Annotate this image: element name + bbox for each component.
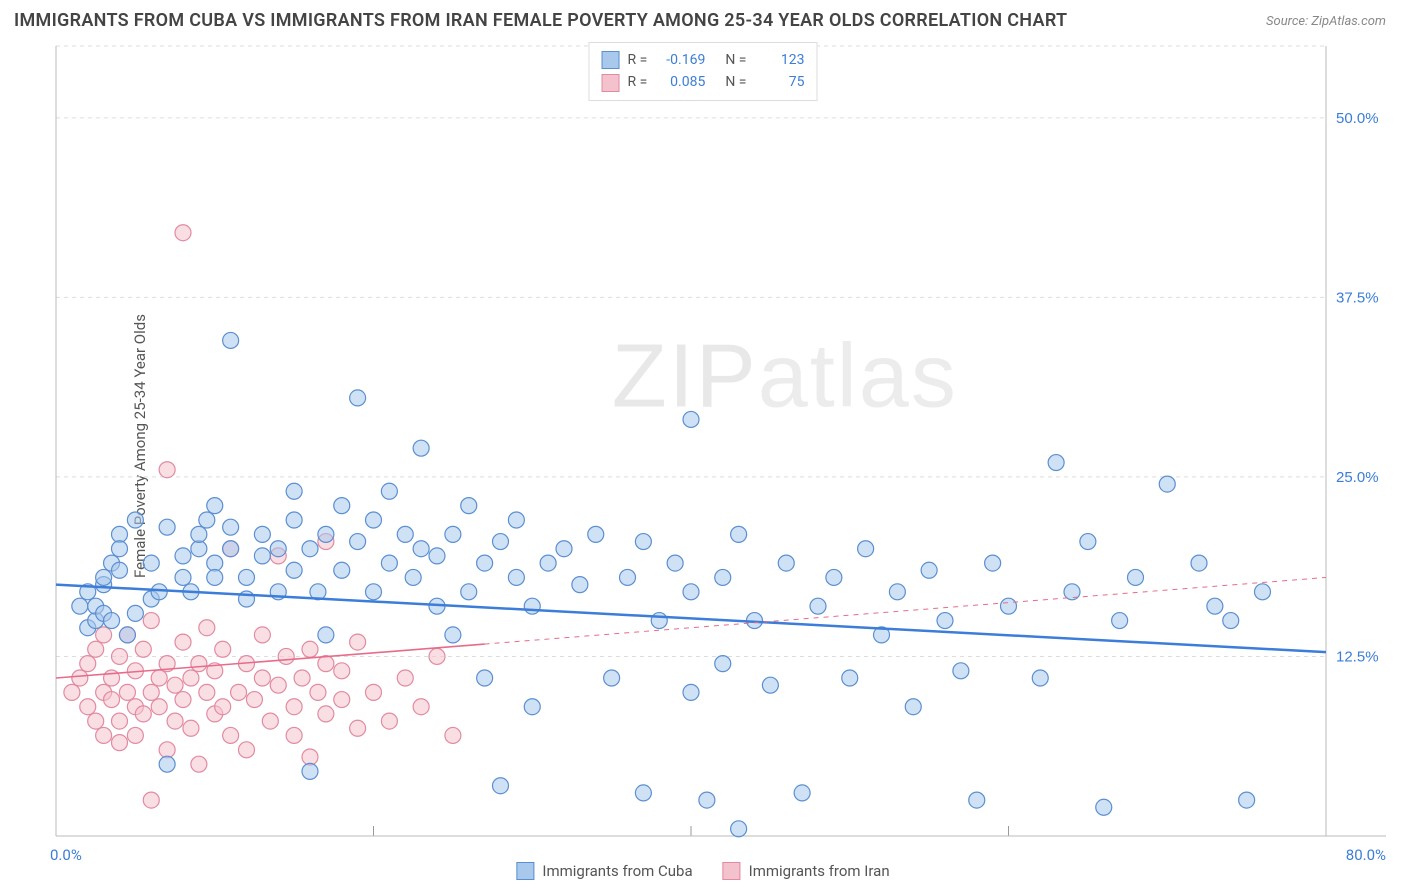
x-axis-max-label: 80.0% [1346,846,1386,864]
r-value-iran: 0.085 [655,71,705,93]
swatch-cuba [602,51,620,69]
svg-text:50.0%: 50.0% [1336,110,1379,127]
swatch-iran [602,74,620,92]
stats-row-iran: R = 0.085 N = 75 [602,71,805,93]
chart-svg: 12.5% 25.0% 37.5% 50.0% [50,40,1386,842]
swatch-iran [723,862,741,880]
legend-item-cuba: Immigrants from Cuba [516,862,692,880]
swatch-cuba [516,862,534,880]
series-legend: Immigrants from Cuba Immigrants from Ira… [516,862,889,880]
svg-text:25.0%: 25.0% [1336,469,1379,486]
correlation-stats-legend: R = -0.169 N = 123 R = 0.085 N = 75 [589,42,818,101]
stats-row-cuba: R = -0.169 N = 123 [602,49,805,71]
svg-text:12.5%: 12.5% [1336,648,1379,665]
legend-item-iran: Immigrants from Iran [723,862,890,880]
chart-plot-area: 12.5%25.0%37.5%50.0% ZIPatlas [50,40,1386,842]
legend-label-iran: Immigrants from Iran [749,862,890,880]
r-value-cuba: -0.169 [655,49,705,71]
n-value-iran: 75 [754,71,804,93]
legend-label-cuba: Immigrants from Cuba [542,862,692,880]
x-axis-min-label: 0.0% [50,846,82,864]
chart-title: IMMIGRANTS FROM CUBA VS IMMIGRANTS FROM … [14,10,1067,31]
svg-text:37.5%: 37.5% [1336,289,1379,306]
n-label: N = [725,49,746,71]
n-value-cuba: 123 [754,49,804,71]
r-label: R = [628,49,648,71]
r-label: R = [628,71,648,93]
source-attribution: Source: ZipAtlas.com [1266,14,1386,29]
n-label: N = [725,71,746,93]
